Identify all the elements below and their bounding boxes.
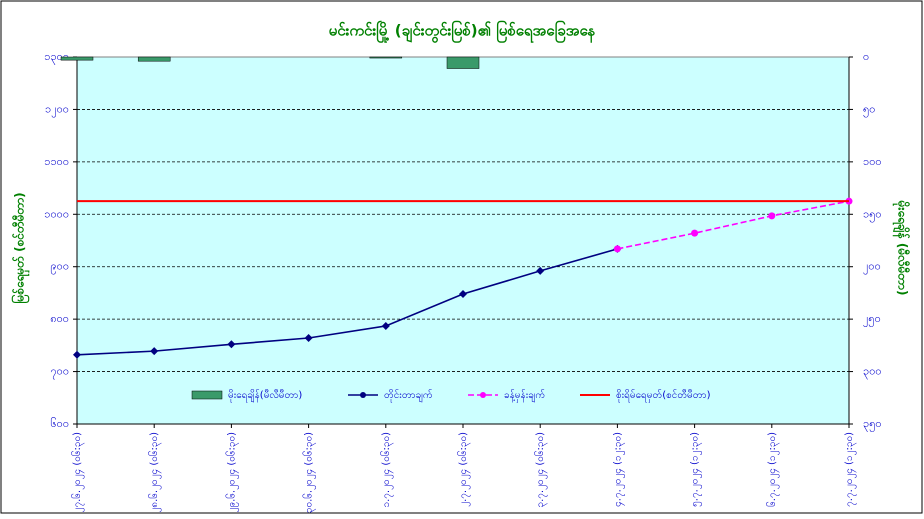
rain-bar [60,56,94,61]
y2-tick-label: ၁၀၀ [863,155,882,168]
x-tick-label: ၃၀.၆.၂၀၂၄ (၀၆:၃၀) [302,432,317,513]
y-tick-label: ၁၀၀၀ [44,207,69,220]
point [459,289,467,298]
y2-tick-label: ၃၅၀ [863,417,882,432]
y2-tick-label: ၃၀၀ [863,365,882,380]
legend-marker [360,392,366,398]
rain-bar [137,56,171,62]
point [536,266,545,275]
x-tick-label: ၂၇.၆.၂၀၂၄ (၀၆:၃၀) [70,432,85,513]
series-line [617,200,850,250]
legend-label: ခန့်မှန်းချက် [504,388,545,403]
point [73,350,81,359]
rain-bar [369,56,403,59]
legend-label: မိုးရေချိန်(မီလီမီတာ) [228,388,302,403]
plot-area [76,56,850,425]
y-tick-label: ၁၁၀၀ [44,155,69,168]
x-tick-label: ၂.၇.၂၀၂၄ (၀၆:၃၀) [456,432,471,507]
x-tick-label: ၆.၇.၂၀၂၄ (၁၂:၃၀) [765,432,780,507]
y2-axis-title: မိုးရေချိန် (မီလီမီတာ) [892,200,912,296]
point [150,347,159,356]
point [381,321,390,330]
y-tick-label: ၇၀၀ [50,365,69,380]
legend-marker [480,392,486,398]
point [227,340,236,349]
x-tick-label: ၃.၇.၂၀၂၄ (၀၆:၃၀) [533,432,548,508]
x-tick-label: ၁.၇.၂၀၂၄ (၀၆:၃၀) [379,432,394,508]
x-tick-label: ၂၈.၆.၂၀၂၄ (၀၆:၃၀) [147,432,162,513]
y2-tick-label: ၂၅၀ [863,312,881,327]
x-tick-label: ၄.၇.၂၀၂၄ (၁၂:၃၀) [612,432,625,507]
point [768,212,776,220]
legend-label: စိုးရိမ်ရေမှတ်(စင်တီမီတာ) [616,388,711,403]
x-tick-label: ၇.၇.၂၀၂၄ (၁၂:၃၀) [844,432,857,507]
legend-swatch [191,390,223,400]
y2-tick-label: ၁၅၀ [863,207,882,222]
y-axis-title: မြစ်ရေမှတ် (စင်တီမီတာ) [10,192,31,303]
y-tick-label: ၉၀၀ [50,260,69,275]
x-tick-label: ၅.၇.၂၀၂၄ (၁၂:၃၀) [690,432,703,507]
y2-tick-label: ၀ [863,50,869,63]
y-tick-label: ၆၀၀ [50,417,69,430]
y-tick-label: ၁၃၀၀ [44,50,69,65]
y2-tick-label: ၂၀၀ [863,260,881,275]
point [691,229,699,237]
point [613,245,621,253]
y-tick-label: ၈၀၀ [50,312,69,325]
rain-bar [446,56,480,69]
x-tick-label: ၂၉.၆.၂၀၂၄ (၀၆:၃၀) [224,432,239,513]
series-line [76,248,618,356]
legend-label: တိုင်းတာချက် [384,388,433,403]
y-tick-label: ၁၂၀၀ [45,102,69,117]
point [304,334,313,343]
y2-tick-label: ၅၀ [863,102,875,117]
